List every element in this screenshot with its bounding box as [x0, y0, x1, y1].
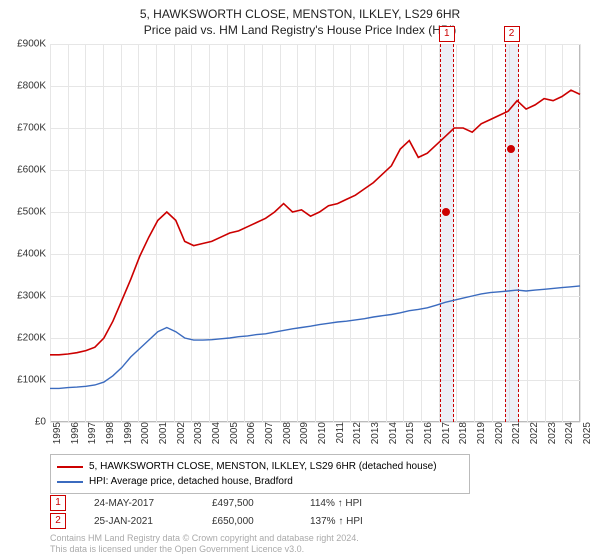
y-axis-label: £0	[0, 417, 50, 428]
legend-label: HPI: Average price, detached house, Brad…	[89, 474, 293, 489]
series-hpi	[50, 286, 580, 389]
x-axis-label: 2016	[421, 422, 434, 444]
y-axis-label: £200K	[0, 333, 50, 344]
x-axis-label: 1997	[85, 422, 98, 444]
gridline-v	[580, 44, 581, 422]
x-axis-label: 2003	[191, 422, 204, 444]
legend-box: 5, HAWKSWORTH CLOSE, MENSTON, ILKLEY, LS…	[50, 454, 470, 494]
x-axis-label: 2012	[350, 422, 363, 444]
y-axis-label: £100K	[0, 375, 50, 386]
footer-line-1: Contains HM Land Registry data © Crown c…	[50, 533, 359, 545]
x-axis-label: 2018	[456, 422, 469, 444]
x-axis-label: 2014	[386, 422, 399, 444]
sale-row: 1 24-MAY-2017 £497,500 114% ↑ HPI	[50, 494, 390, 512]
x-axis-label: 2002	[174, 422, 187, 444]
chart-container: 5, HAWKSWORTH CLOSE, MENSTON, ILKLEY, LS…	[0, 0, 600, 560]
x-axis-label: 2019	[474, 422, 487, 444]
chart-lines	[50, 44, 580, 422]
x-axis-label: 2006	[244, 422, 257, 444]
x-axis-label: 2000	[138, 422, 151, 444]
y-axis-label: £700K	[0, 123, 50, 134]
footer-line-2: This data is licensed under the Open Gov…	[50, 544, 359, 556]
sale-date: 25-JAN-2021	[94, 516, 184, 527]
sale-number-box: 2	[50, 513, 66, 529]
x-axis-label: 2017	[439, 422, 452, 444]
x-axis-label: 2025	[580, 422, 593, 444]
x-axis-label: 1999	[121, 422, 134, 444]
y-axis-label: £300K	[0, 291, 50, 302]
y-axis-label: £900K	[0, 39, 50, 50]
x-axis-label: 2013	[368, 422, 381, 444]
legend-row: HPI: Average price, detached house, Brad…	[57, 474, 463, 489]
legend-row: 5, HAWKSWORTH CLOSE, MENSTON, ILKLEY, LS…	[57, 459, 463, 474]
series-property	[50, 90, 580, 355]
sale-row: 2 25-JAN-2021 £650,000 137% ↑ HPI	[50, 512, 390, 530]
legend-swatch	[57, 466, 83, 468]
x-axis-label: 1996	[68, 422, 81, 444]
x-axis-label: 2005	[227, 422, 240, 444]
y-axis-label: £400K	[0, 249, 50, 260]
x-axis-label: 2024	[562, 422, 575, 444]
sale-marker-number: 1	[439, 26, 455, 42]
x-axis-label: 2020	[492, 422, 505, 444]
footer-text: Contains HM Land Registry data © Crown c…	[50, 533, 359, 556]
sale-price: £497,500	[212, 498, 282, 509]
x-axis-label: 1995	[50, 422, 63, 444]
sale-dot	[442, 208, 450, 216]
y-axis-label: £800K	[0, 81, 50, 92]
y-axis-label: £500K	[0, 207, 50, 218]
chart-plot-area: £0£100K£200K£300K£400K£500K£600K£700K£80…	[50, 44, 580, 422]
x-axis-label: 2008	[280, 422, 293, 444]
sale-pct: 137% ↑ HPI	[310, 516, 390, 527]
chart-title: 5, HAWKSWORTH CLOSE, MENSTON, ILKLEY, LS…	[0, 0, 600, 23]
x-axis-label: 2023	[545, 422, 558, 444]
x-axis-label: 2007	[262, 422, 275, 444]
legend-label: 5, HAWKSWORTH CLOSE, MENSTON, ILKLEY, LS…	[89, 459, 437, 474]
x-axis-label: 2011	[333, 422, 346, 444]
x-axis-label: 2021	[509, 422, 522, 444]
sale-number-box: 1	[50, 495, 66, 511]
sale-pct: 114% ↑ HPI	[310, 498, 390, 509]
x-axis-label: 2015	[403, 422, 416, 444]
sale-dot	[507, 145, 515, 153]
x-axis-label: 2010	[315, 422, 328, 444]
sales-table: 1 24-MAY-2017 £497,500 114% ↑ HPI 2 25-JAN-20…	[50, 494, 390, 530]
sale-date: 24-MAY-2017	[94, 498, 184, 509]
sale-price: £650,000	[212, 516, 282, 527]
legend-swatch	[57, 481, 83, 483]
x-axis-label: 1998	[103, 422, 116, 444]
x-axis-label: 2001	[156, 422, 169, 444]
x-axis-label: 2009	[297, 422, 310, 444]
y-axis-label: £600K	[0, 165, 50, 176]
x-axis-label: 2022	[527, 422, 540, 444]
sale-marker-number: 2	[504, 26, 520, 42]
x-axis-label: 2004	[209, 422, 222, 444]
